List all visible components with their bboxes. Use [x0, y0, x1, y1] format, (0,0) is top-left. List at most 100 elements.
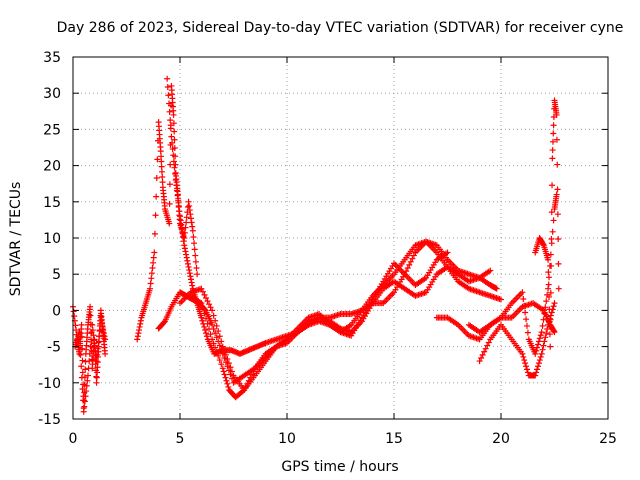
data-point [216, 357, 223, 364]
data-point [93, 374, 100, 381]
data-point [135, 330, 142, 337]
data-point [182, 224, 189, 231]
data-point [543, 298, 550, 305]
data-point [158, 163, 165, 170]
data-point [554, 211, 561, 218]
data-point [493, 285, 500, 292]
data-point [98, 317, 105, 324]
data-point [213, 322, 220, 329]
y-tick-label: 0 [52, 303, 61, 319]
y-tick-label: 25 [43, 122, 61, 138]
data-point [176, 208, 183, 215]
data-point [73, 327, 80, 334]
data-point [545, 321, 552, 328]
data-point [523, 363, 530, 370]
data-point [179, 229, 186, 236]
data-point [180, 233, 187, 240]
data-point [523, 316, 530, 323]
y-tick-label: 10 [43, 231, 61, 247]
data-point [549, 147, 556, 154]
data-point [92, 352, 99, 359]
data-point [547, 316, 554, 323]
data-point [207, 304, 214, 311]
x-tick-label: 5 [176, 431, 185, 447]
data-point [86, 350, 93, 357]
data-point [543, 330, 550, 337]
data-point [82, 393, 89, 400]
y-tick-label: 35 [43, 50, 61, 66]
data-point [537, 332, 544, 339]
data-point [519, 289, 526, 296]
series-seg-k [532, 97, 562, 350]
data-point [99, 320, 106, 327]
data-point [91, 342, 98, 349]
data-point [555, 285, 562, 292]
data-point [187, 211, 194, 218]
series-seg-j [465, 191, 560, 357]
data-point [546, 331, 553, 338]
data-point [406, 261, 413, 268]
data-point [134, 336, 141, 343]
data-point [94, 359, 101, 366]
data-point [554, 161, 561, 168]
data-point [78, 374, 85, 381]
data-point [102, 350, 109, 357]
data-point [222, 359, 229, 366]
data-point [192, 258, 199, 265]
data-point [537, 353, 544, 360]
data-point [166, 181, 173, 188]
data-point [209, 336, 216, 343]
data-point [550, 328, 557, 335]
data-point [192, 252, 199, 259]
data-point [137, 320, 144, 327]
data-point [183, 219, 190, 226]
data-point [545, 274, 552, 281]
data-point [479, 351, 486, 358]
data-point [215, 352, 222, 359]
data-point [219, 365, 226, 372]
data-point [189, 227, 196, 234]
data-point [204, 320, 211, 327]
data-point [224, 363, 231, 370]
data-point [150, 259, 157, 266]
data-point [167, 161, 174, 168]
data-point [476, 358, 483, 365]
data-point [250, 368, 257, 375]
data-point [241, 387, 248, 394]
data-point [175, 202, 182, 209]
data-point [538, 350, 545, 357]
data-point [79, 345, 86, 352]
data-point [521, 302, 528, 309]
x-tick-label: 25 [599, 431, 617, 447]
data-point [548, 236, 555, 243]
data-point [186, 267, 193, 274]
series-seg-c [134, 82, 201, 343]
data-point [184, 203, 191, 210]
data-point [227, 371, 234, 378]
data-point [485, 339, 492, 346]
x-tick-label: 20 [492, 431, 510, 447]
data-point [547, 289, 554, 296]
data-point [225, 383, 232, 390]
data-point [167, 125, 174, 132]
data-point [186, 202, 193, 209]
data-point [541, 310, 548, 317]
data-point [198, 300, 205, 307]
data-point [89, 321, 96, 328]
data-point [166, 108, 173, 115]
data-point [95, 348, 102, 355]
data-point [78, 321, 85, 328]
data-point [549, 155, 556, 162]
data-point [201, 310, 208, 317]
data-point [185, 263, 192, 270]
data-point [157, 148, 164, 155]
data-point [444, 249, 451, 256]
data-point [166, 200, 173, 207]
data-point [191, 240, 198, 247]
data-point [199, 288, 206, 295]
data-point [218, 338, 225, 345]
data-point [178, 221, 185, 228]
data-point [152, 212, 159, 219]
data-point [191, 246, 198, 253]
data-point [202, 327, 209, 334]
